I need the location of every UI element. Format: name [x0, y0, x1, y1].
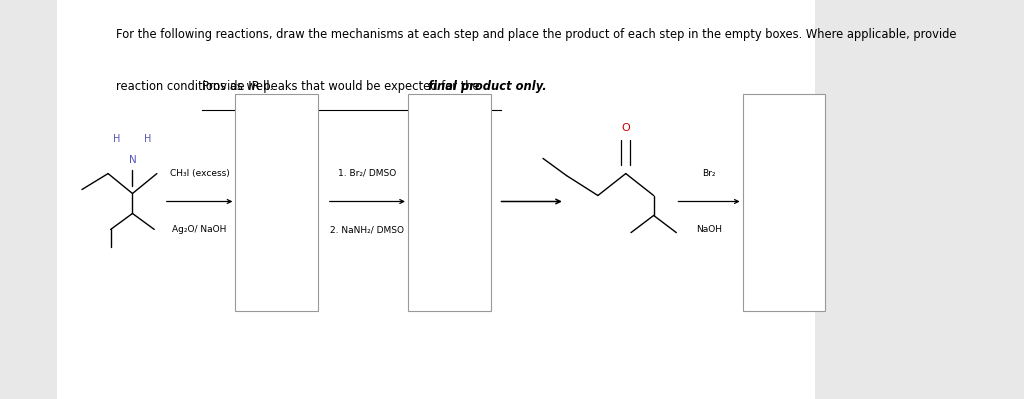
Text: 2. NaNH₂/ DMSO: 2. NaNH₂/ DMSO [331, 225, 404, 235]
Text: NaOH: NaOH [696, 225, 722, 235]
Text: Br₂: Br₂ [702, 168, 716, 178]
Bar [236, 94, 318, 311]
Text: For the following reactions, draw the mechanisms at each step and place the prod: For the following reactions, draw the me… [116, 28, 956, 41]
Text: N: N [129, 154, 136, 165]
Text: CH₃I (excess): CH₃I (excess) [170, 168, 229, 178]
Text: O: O [622, 122, 630, 133]
Text: Ag₂O/ NaOH: Ag₂O/ NaOH [172, 225, 226, 235]
Bar [408, 94, 490, 311]
Bar [56, 0, 815, 399]
Text: Provide IR peaks that would be expected for the: Provide IR peaks that would be expected … [202, 80, 483, 93]
Text: reaction conditions as well.: reaction conditions as well. [116, 80, 276, 93]
Text: 1. Br₂/ DMSO: 1. Br₂/ DMSO [338, 168, 396, 178]
Text: H: H [144, 134, 152, 144]
Text: final product only.: final product only. [428, 80, 547, 93]
Text: H: H [113, 134, 121, 144]
Bar [742, 94, 825, 311]
